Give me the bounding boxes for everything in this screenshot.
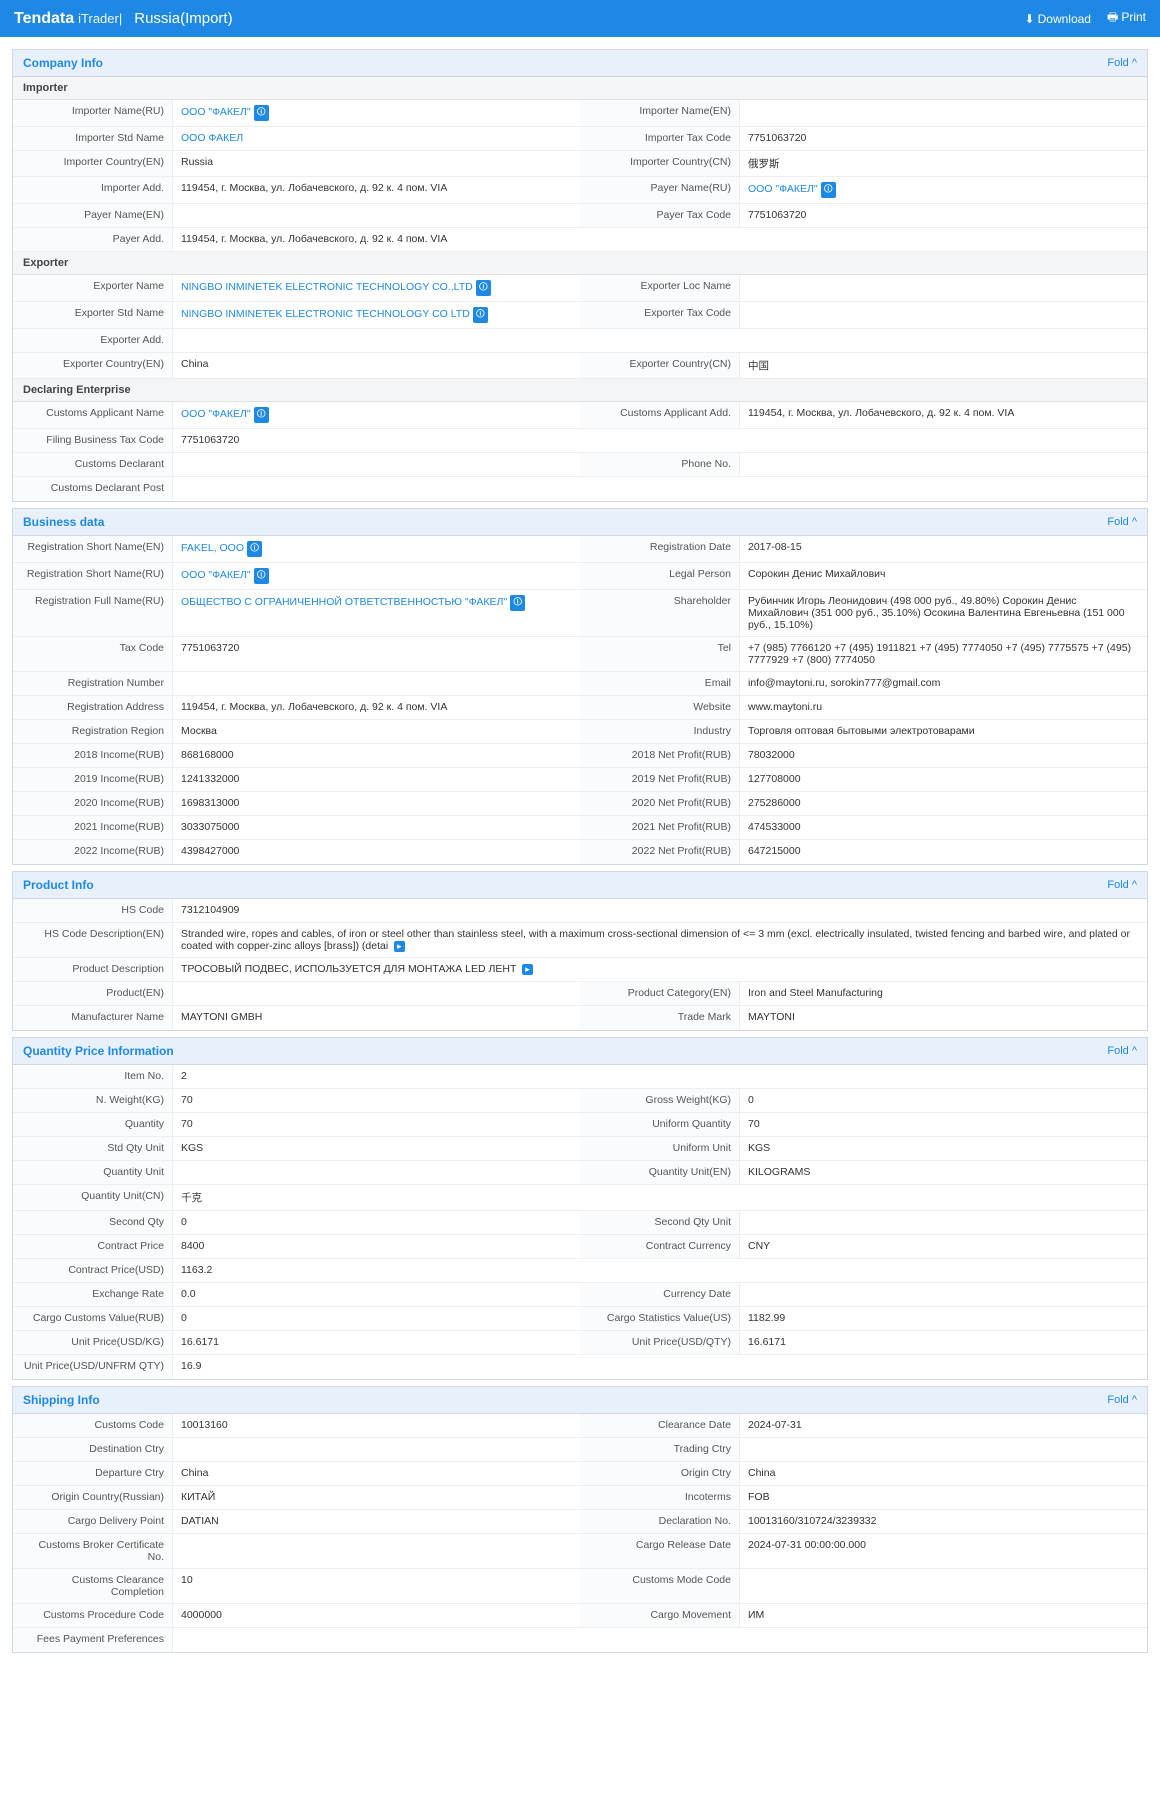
fold-toggle[interactable]: Fold ^	[1107, 879, 1137, 891]
exporter-std-name[interactable]: NINGBO INMINETEK ELECTRONIC TECHNOLOGY C…	[173, 302, 580, 328]
logo: Tendata	[14, 10, 74, 28]
subheader-exporter: Exporter	[13, 252, 1147, 275]
fold-toggle[interactable]: Fold ^	[1107, 57, 1137, 69]
link-icon: 🛈	[473, 307, 488, 323]
reg-short-en[interactable]: FAKEL, OOO🛈	[173, 536, 580, 562]
section-company-info: Company Info Fold ^ Importer Importer Na…	[12, 49, 1148, 502]
fold-toggle[interactable]: Fold ^	[1107, 1045, 1137, 1057]
expand-icon[interactable]: ▸	[394, 941, 405, 952]
download-icon: ⬇	[1025, 12, 1035, 26]
print-icon: 🖶	[1107, 10, 1118, 24]
fold-toggle[interactable]: Fold ^	[1107, 516, 1137, 528]
section-header-business[interactable]: Business data Fold ^	[13, 509, 1147, 536]
link-icon: 🛈	[821, 182, 836, 198]
expand-icon[interactable]: ▸	[522, 964, 533, 975]
section-business-data: Business data Fold ^ Registration Short …	[12, 508, 1148, 865]
exporter-name[interactable]: NINGBO INMINETEK ELECTRONIC TECHNOLOGY C…	[173, 275, 580, 301]
link-icon: 🛈	[510, 595, 525, 611]
payer-name-ru[interactable]: ООО "ФАКЕЛ"🛈	[740, 177, 1147, 203]
section-header-product[interactable]: Product Info Fold ^	[13, 872, 1147, 899]
logo-sub: iTrader|	[78, 11, 122, 26]
link-icon: 🛈	[476, 280, 491, 296]
section-header-qty[interactable]: Quantity Price Information Fold ^	[13, 1038, 1147, 1065]
subheader-declaring: Declaring Enterprise	[13, 379, 1147, 402]
reg-short-ru[interactable]: ООО "ФАКЕЛ"🛈	[173, 563, 580, 589]
print-button[interactable]: 🖶Print	[1107, 8, 1146, 29]
download-button[interactable]: ⬇Download	[1025, 12, 1091, 26]
app-header: Tendata iTrader| Russia(Import) ⬇Downloa…	[0, 0, 1160, 37]
fold-toggle[interactable]: Fold ^	[1107, 1394, 1137, 1406]
section-shipping-info: Shipping Info Fold ^ Customs Code1001316…	[12, 1386, 1148, 1653]
subheader-importer: Importer	[13, 77, 1147, 100]
section-header-shipping[interactable]: Shipping Info Fold ^	[13, 1387, 1147, 1414]
section-product-info: Product Info Fold ^ HS Code7312104909 HS…	[12, 871, 1148, 1031]
section-header-company[interactable]: Company Info Fold ^	[13, 50, 1147, 77]
section-quantity-price: Quantity Price Information Fold ^ Item N…	[12, 1037, 1148, 1380]
importer-name-ru[interactable]: ООО "ФАКЕЛ"🛈	[173, 100, 580, 126]
customs-applicant[interactable]: ООО "ФАКЕЛ"🛈	[173, 402, 580, 428]
link-icon: 🛈	[247, 541, 262, 557]
link-icon: 🛈	[254, 407, 269, 423]
page-title: Russia(Import)	[134, 10, 232, 27]
link-icon: 🛈	[254, 568, 269, 584]
importer-std-name[interactable]: ООО ФАКЕЛ	[173, 127, 580, 150]
link-icon: 🛈	[254, 105, 269, 121]
reg-full-ru[interactable]: ОБЩЕСТВО С ОГРАНИЧЕННОЙ ОТВЕТСТВЕННОСТЬЮ…	[173, 590, 580, 636]
